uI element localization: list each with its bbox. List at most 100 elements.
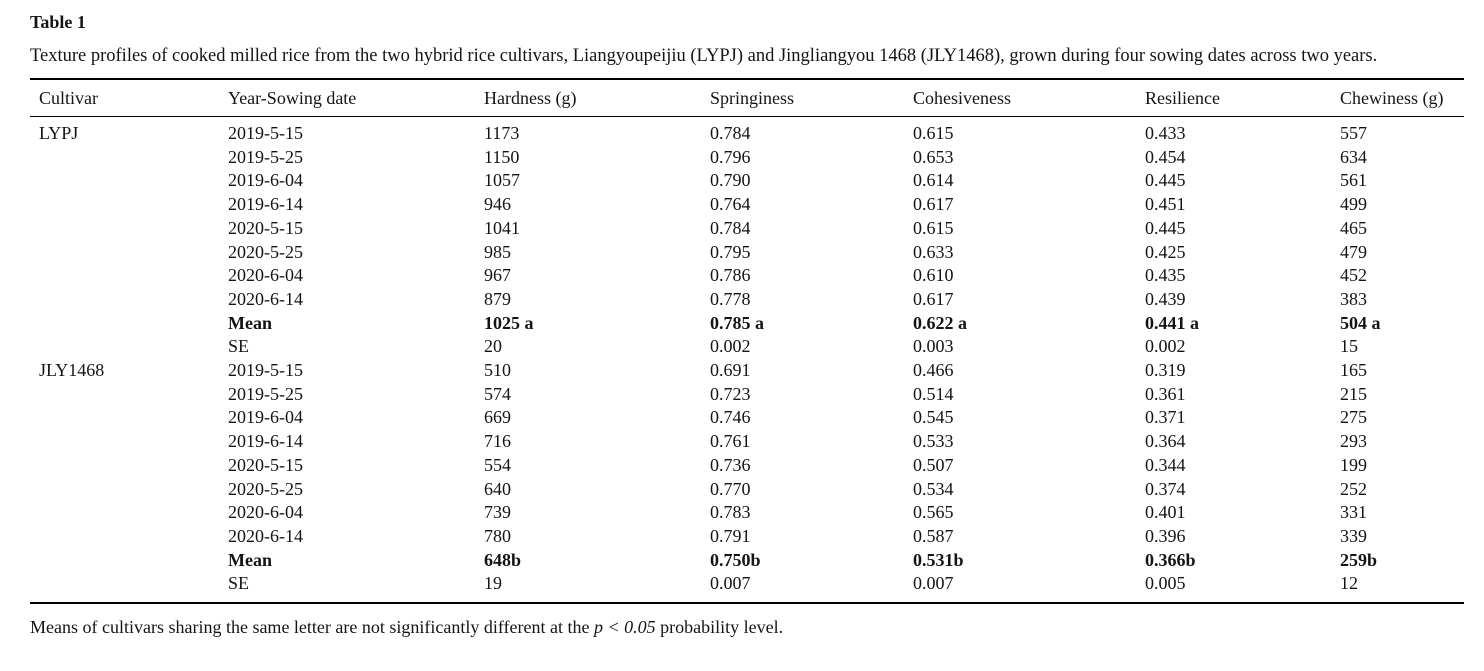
value-cell: 0.002 (710, 336, 751, 357)
value-cell: 1025 a (484, 312, 534, 333)
cultivar-cell (30, 264, 228, 288)
table-row: Mean 648b 0.750b 0.531b 0.366b 259b (30, 549, 1464, 573)
col-header-cohesiveness: Cohesiveness (913, 79, 1145, 117)
cultivar-cell (30, 383, 228, 407)
value-cell: 165 (1340, 360, 1367, 381)
value-cell: 0.396 (1145, 525, 1186, 546)
col-header-springiness: Springiness (710, 79, 913, 117)
value-cell: 0.364 (1145, 431, 1186, 452)
sowing-date-cell: 2019-5-15 (228, 360, 303, 381)
cultivar-cell (30, 312, 228, 336)
table-footnote: Means of cultivars sharing the same lett… (30, 615, 1464, 639)
value-cell: 0.785 a (710, 312, 764, 333)
table-row: SE 19 0.007 0.007 0.005 12 (30, 572, 1464, 603)
sowing-date-cell: 2019-6-14 (228, 431, 303, 452)
value-cell: 0.736 (710, 454, 751, 475)
table-row: 2020-5-15 1041 0.784 0.615 0.445 465 (30, 217, 1464, 241)
value-cell: 0.778 (710, 288, 751, 309)
value-cell: 0.441 a (1145, 312, 1199, 333)
sowing-date-cell: 2019-5-15 (228, 123, 303, 143)
value-cell: 946 (484, 194, 511, 215)
value-cell: 557 (1340, 123, 1367, 143)
value-cell: 15 (1340, 336, 1358, 357)
value-cell: 252 (1340, 478, 1367, 499)
value-cell: 0.439 (1145, 288, 1186, 309)
value-cell: 0.435 (1145, 265, 1186, 286)
value-cell: 0.610 (913, 265, 954, 286)
value-cell: 985 (484, 241, 511, 262)
sowing-date-cell: 2019-6-04 (228, 170, 303, 191)
value-cell: 967 (484, 265, 511, 286)
col-header-sowing-date: Year-Sowing date (228, 79, 484, 117)
table-row: 2020-5-25 640 0.770 0.534 0.374 252 (30, 478, 1464, 502)
value-cell: 275 (1340, 407, 1367, 428)
cultivar-cell (30, 288, 228, 312)
value-cell: 0.791 (710, 525, 751, 546)
value-cell: 0.761 (710, 431, 751, 452)
value-cell: 0.783 (710, 502, 751, 523)
value-cell: 739 (484, 502, 511, 523)
table-caption: Texture profiles of cooked milled rice f… (30, 46, 1378, 66)
value-cell: 0.445 (1145, 170, 1186, 191)
value-cell: 0.466 (913, 360, 954, 381)
table-row: 2020-5-25 985 0.795 0.633 0.425 479 (30, 241, 1464, 265)
value-cell: 0.795 (710, 241, 751, 262)
col-header-hardness: Hardness (g) (484, 79, 710, 117)
value-cell: 331 (1340, 502, 1367, 523)
value-cell: 634 (1340, 146, 1367, 167)
table-row: LYPJ 2019-5-15 1173 0.784 0.615 0.433 557 (30, 117, 1464, 146)
value-cell: 0.344 (1145, 454, 1186, 475)
table-row: Mean 1025 a 0.785 a 0.622 a 0.441 a 504 a (30, 312, 1464, 336)
table-row: 2020-6-14 780 0.791 0.587 0.396 339 (30, 525, 1464, 549)
value-cell: 640 (484, 478, 511, 499)
value-cell: 0.614 (913, 170, 954, 191)
sowing-date-cell: SE (228, 573, 250, 594)
value-cell: 0.622 a (913, 312, 967, 333)
table-row: JLY1468 2019-5-15 510 0.691 0.466 0.319 165 (30, 359, 1464, 383)
cultivar-cell (30, 454, 228, 478)
value-cell: 339 (1340, 525, 1367, 546)
sowing-date-cell: 2020-5-25 (228, 478, 303, 499)
sowing-date-cell: 2019-6-04 (228, 407, 303, 428)
value-cell: 0.750b (710, 549, 761, 570)
value-cell: 0.401 (1145, 502, 1186, 523)
value-cell: 383 (1340, 288, 1367, 309)
value-cell: 215 (1340, 383, 1367, 404)
value-cell: 0.366b (1145, 549, 1196, 570)
value-cell: 452 (1340, 265, 1367, 286)
table-row: 2020-6-04 739 0.783 0.565 0.401 331 (30, 501, 1464, 525)
value-cell: 0.007 (913, 573, 954, 594)
value-cell: 0.615 (913, 123, 954, 143)
table-row: 2020-5-15 554 0.736 0.507 0.344 199 (30, 454, 1464, 478)
cultivar-cell (30, 572, 228, 603)
value-cell: 0.545 (913, 407, 954, 428)
value-cell: 0.451 (1145, 194, 1186, 215)
value-cell: 259b (1340, 549, 1378, 570)
value-cell: 0.691 (710, 360, 751, 381)
sowing-date-cell: 2020-6-14 (228, 288, 303, 309)
cultivar-cell (30, 241, 228, 265)
value-cell: 465 (1340, 217, 1367, 238)
value-cell: 0.587 (913, 525, 954, 546)
value-cell: 504 a (1340, 312, 1381, 333)
texture-profiles-table: Cultivar Year-Sowing date Hardness (g) S… (30, 78, 1464, 605)
value-cell: 0.617 (913, 194, 954, 215)
cultivar-cell (30, 217, 228, 241)
sowing-date-cell: 2020-6-04 (228, 502, 303, 523)
value-cell: 0.784 (710, 123, 751, 143)
value-cell: 0.507 (913, 454, 954, 475)
col-header-cultivar: Cultivar (30, 79, 228, 117)
value-cell: 0.653 (913, 146, 954, 167)
value-cell: 0.770 (710, 478, 751, 499)
value-cell: 561 (1340, 170, 1367, 191)
value-cell: 0.319 (1145, 360, 1186, 381)
table-header: Cultivar Year-Sowing date Hardness (g) S… (30, 79, 1464, 117)
value-cell: 0.003 (913, 336, 954, 357)
sowing-date-cell: SE (228, 336, 250, 357)
footnote-text: Means of cultivars sharing the same lett… (30, 617, 594, 638)
value-cell: 1173 (484, 123, 520, 143)
sowing-date-cell: Mean (228, 549, 272, 570)
value-cell: 669 (484, 407, 511, 428)
sowing-date-cell: Mean (228, 312, 272, 333)
value-cell: 554 (484, 454, 511, 475)
